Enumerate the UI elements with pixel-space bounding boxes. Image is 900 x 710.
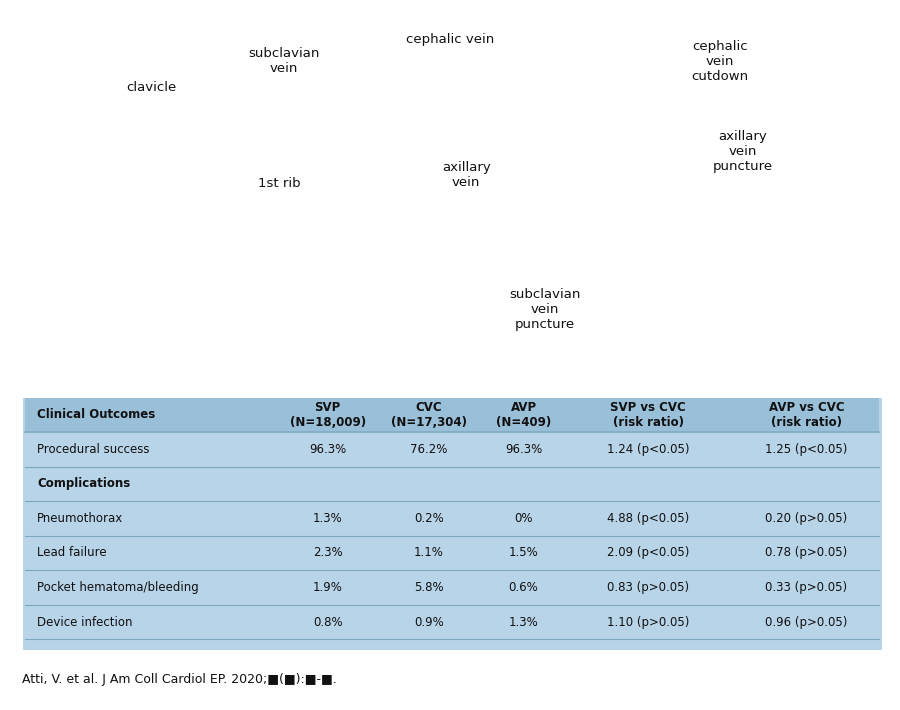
Text: 1.10 (p>0.05): 1.10 (p>0.05)	[607, 616, 689, 628]
Text: 4.88 (p<0.05): 4.88 (p<0.05)	[608, 512, 689, 525]
Text: Complications: Complications	[37, 477, 130, 491]
Text: Lead failure: Lead failure	[37, 547, 107, 559]
Text: 0.8%: 0.8%	[313, 616, 342, 628]
Text: 96.3%: 96.3%	[309, 443, 346, 456]
Text: CVC
(N=17,304): CVC (N=17,304)	[391, 401, 467, 429]
Text: subclavian
vein: subclavian vein	[248, 47, 320, 75]
Text: 1.24 (p<0.05): 1.24 (p<0.05)	[607, 443, 689, 456]
Text: Atti, V. et al. J Am Coll Cardiol EP. 2020;■(■):■-■.: Atti, V. et al. J Am Coll Cardiol EP. 20…	[22, 673, 338, 687]
Text: 5.8%: 5.8%	[414, 581, 444, 594]
Text: subclavian
vein
puncture: subclavian vein puncture	[508, 288, 580, 331]
Text: 1.3%: 1.3%	[312, 512, 343, 525]
Text: SVP vs CVC
(risk ratio): SVP vs CVC (risk ratio)	[610, 401, 686, 429]
Text: Pocket hematoma/bleeding: Pocket hematoma/bleeding	[37, 581, 199, 594]
Text: 2.09 (p<0.05): 2.09 (p<0.05)	[607, 547, 689, 559]
Text: 1.9%: 1.9%	[312, 581, 343, 594]
FancyBboxPatch shape	[0, 0, 900, 394]
Text: 1st rib: 1st rib	[257, 177, 301, 190]
Text: Pneumothorax: Pneumothorax	[37, 512, 123, 525]
Text: 1.3%: 1.3%	[508, 616, 538, 628]
Text: 0.2%: 0.2%	[414, 512, 444, 525]
Text: Device infection: Device infection	[37, 616, 132, 628]
Text: Clinical Outcomes: Clinical Outcomes	[37, 408, 156, 421]
Text: 0.33 (p>0.05): 0.33 (p>0.05)	[765, 581, 848, 594]
Text: clavicle: clavicle	[126, 81, 176, 94]
Text: 0.9%: 0.9%	[414, 616, 444, 628]
Text: axillary
vein: axillary vein	[442, 161, 490, 190]
Text: Procedural success: Procedural success	[37, 443, 149, 456]
FancyBboxPatch shape	[25, 398, 879, 432]
Text: AVP vs CVC
(risk ratio): AVP vs CVC (risk ratio)	[769, 401, 844, 429]
Text: cephalic
vein
cutdown: cephalic vein cutdown	[691, 40, 749, 82]
Text: 96.3%: 96.3%	[505, 443, 542, 456]
Text: 1.1%: 1.1%	[414, 547, 444, 559]
Text: 1.5%: 1.5%	[508, 547, 538, 559]
Text: 0.6%: 0.6%	[508, 581, 538, 594]
Text: 0.78 (p>0.05): 0.78 (p>0.05)	[765, 547, 848, 559]
FancyBboxPatch shape	[10, 394, 895, 653]
Text: 0.83 (p>0.05): 0.83 (p>0.05)	[608, 581, 689, 594]
Text: SVP
(N=18,009): SVP (N=18,009)	[290, 401, 365, 429]
Text: 2.3%: 2.3%	[312, 547, 343, 559]
Text: 0%: 0%	[514, 512, 533, 525]
Text: cephalic vein: cephalic vein	[406, 33, 494, 46]
Text: 76.2%: 76.2%	[410, 443, 447, 456]
Text: axillary
vein
puncture: axillary vein puncture	[713, 130, 772, 173]
Text: AVP
(N=409): AVP (N=409)	[496, 401, 551, 429]
Text: 0.20 (p>0.05): 0.20 (p>0.05)	[765, 512, 848, 525]
Text: 1.25 (p<0.05): 1.25 (p<0.05)	[765, 443, 848, 456]
Text: 0.96 (p>0.05): 0.96 (p>0.05)	[765, 616, 848, 628]
